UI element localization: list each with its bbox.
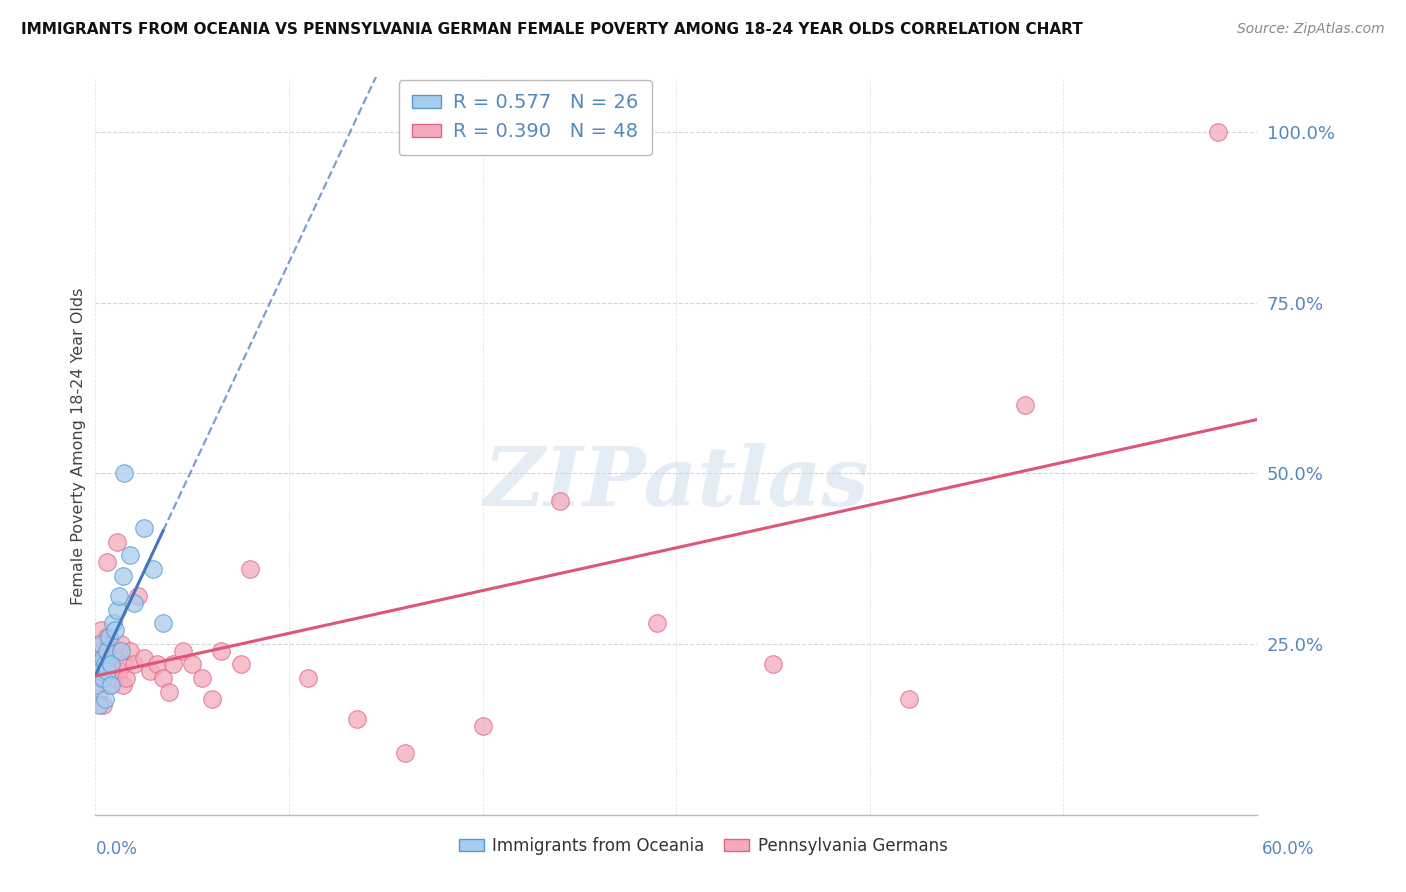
Point <box>105 603 128 617</box>
Point <box>104 624 127 638</box>
Point <box>114 467 136 481</box>
Point <box>1208 125 1230 139</box>
Point <box>94 665 117 679</box>
Point <box>297 671 319 685</box>
Point <box>86 678 108 692</box>
Point <box>115 671 138 685</box>
Point <box>107 589 129 603</box>
Legend: R = 0.577   N = 26, R = 0.390   N = 48: R = 0.577 N = 26, R = 0.390 N = 48 <box>398 79 652 154</box>
Point <box>94 691 117 706</box>
Point <box>105 534 128 549</box>
Point <box>120 548 142 562</box>
Point <box>191 671 214 685</box>
Point <box>142 562 165 576</box>
Point <box>91 671 114 685</box>
Point <box>89 698 111 713</box>
Point <box>100 657 122 672</box>
Point <box>96 630 118 644</box>
Text: ZIPatlas: ZIPatlas <box>484 442 869 523</box>
Point <box>110 644 132 658</box>
Point <box>146 657 169 672</box>
Point <box>181 657 204 672</box>
Legend: Immigrants from Oceania, Pennsylvania Germans: Immigrants from Oceania, Pennsylvania Ge… <box>451 830 955 862</box>
Point <box>111 678 134 692</box>
Point <box>100 678 122 692</box>
Text: 60.0%: 60.0% <box>1263 840 1315 858</box>
Point <box>239 562 262 576</box>
Point <box>762 657 785 672</box>
Point <box>138 665 160 679</box>
Point <box>91 698 114 713</box>
Point <box>127 589 149 603</box>
Point <box>96 665 118 679</box>
Point <box>97 678 120 692</box>
Point <box>548 493 571 508</box>
Point <box>346 712 368 726</box>
Point <box>89 657 111 672</box>
Point <box>209 644 232 658</box>
Point <box>132 650 155 665</box>
Point <box>101 671 124 685</box>
Point <box>107 665 129 679</box>
Point <box>91 650 114 665</box>
Point <box>104 650 127 665</box>
Point <box>172 644 194 658</box>
Point <box>1014 398 1036 412</box>
Point <box>89 637 111 651</box>
Point <box>897 691 920 706</box>
Point <box>101 616 124 631</box>
Text: IMMIGRANTS FROM OCEANIA VS PENNSYLVANIA GERMAN FEMALE POVERTY AMONG 18-24 YEAR O: IMMIGRANTS FROM OCEANIA VS PENNSYLVANIA … <box>21 22 1083 37</box>
Point <box>394 746 416 760</box>
Point <box>471 719 494 733</box>
Point <box>111 568 134 582</box>
Text: Source: ZipAtlas.com: Source: ZipAtlas.com <box>1237 22 1385 37</box>
Point <box>122 596 145 610</box>
Point <box>132 521 155 535</box>
Point <box>91 644 114 658</box>
Point <box>96 555 118 569</box>
Point <box>229 657 252 672</box>
Point <box>645 616 668 631</box>
Point <box>157 684 180 698</box>
Point <box>94 650 117 665</box>
Point <box>152 671 174 685</box>
Point <box>94 657 117 672</box>
Point <box>110 637 132 651</box>
Point <box>86 657 108 672</box>
Text: 0.0%: 0.0% <box>96 840 138 858</box>
Point <box>97 630 120 644</box>
Point <box>90 624 112 638</box>
Point <box>96 644 118 658</box>
Point <box>162 657 184 672</box>
Point <box>90 637 112 651</box>
Point <box>122 657 145 672</box>
Point <box>90 671 112 685</box>
Point <box>120 644 142 658</box>
Point <box>90 665 112 679</box>
Point <box>97 657 120 672</box>
Point <box>200 691 222 706</box>
Point <box>152 616 174 631</box>
Y-axis label: Female Poverty Among 18-24 Year Olds: Female Poverty Among 18-24 Year Olds <box>72 287 86 605</box>
Point <box>89 684 111 698</box>
Point <box>100 637 122 651</box>
Point <box>114 657 136 672</box>
